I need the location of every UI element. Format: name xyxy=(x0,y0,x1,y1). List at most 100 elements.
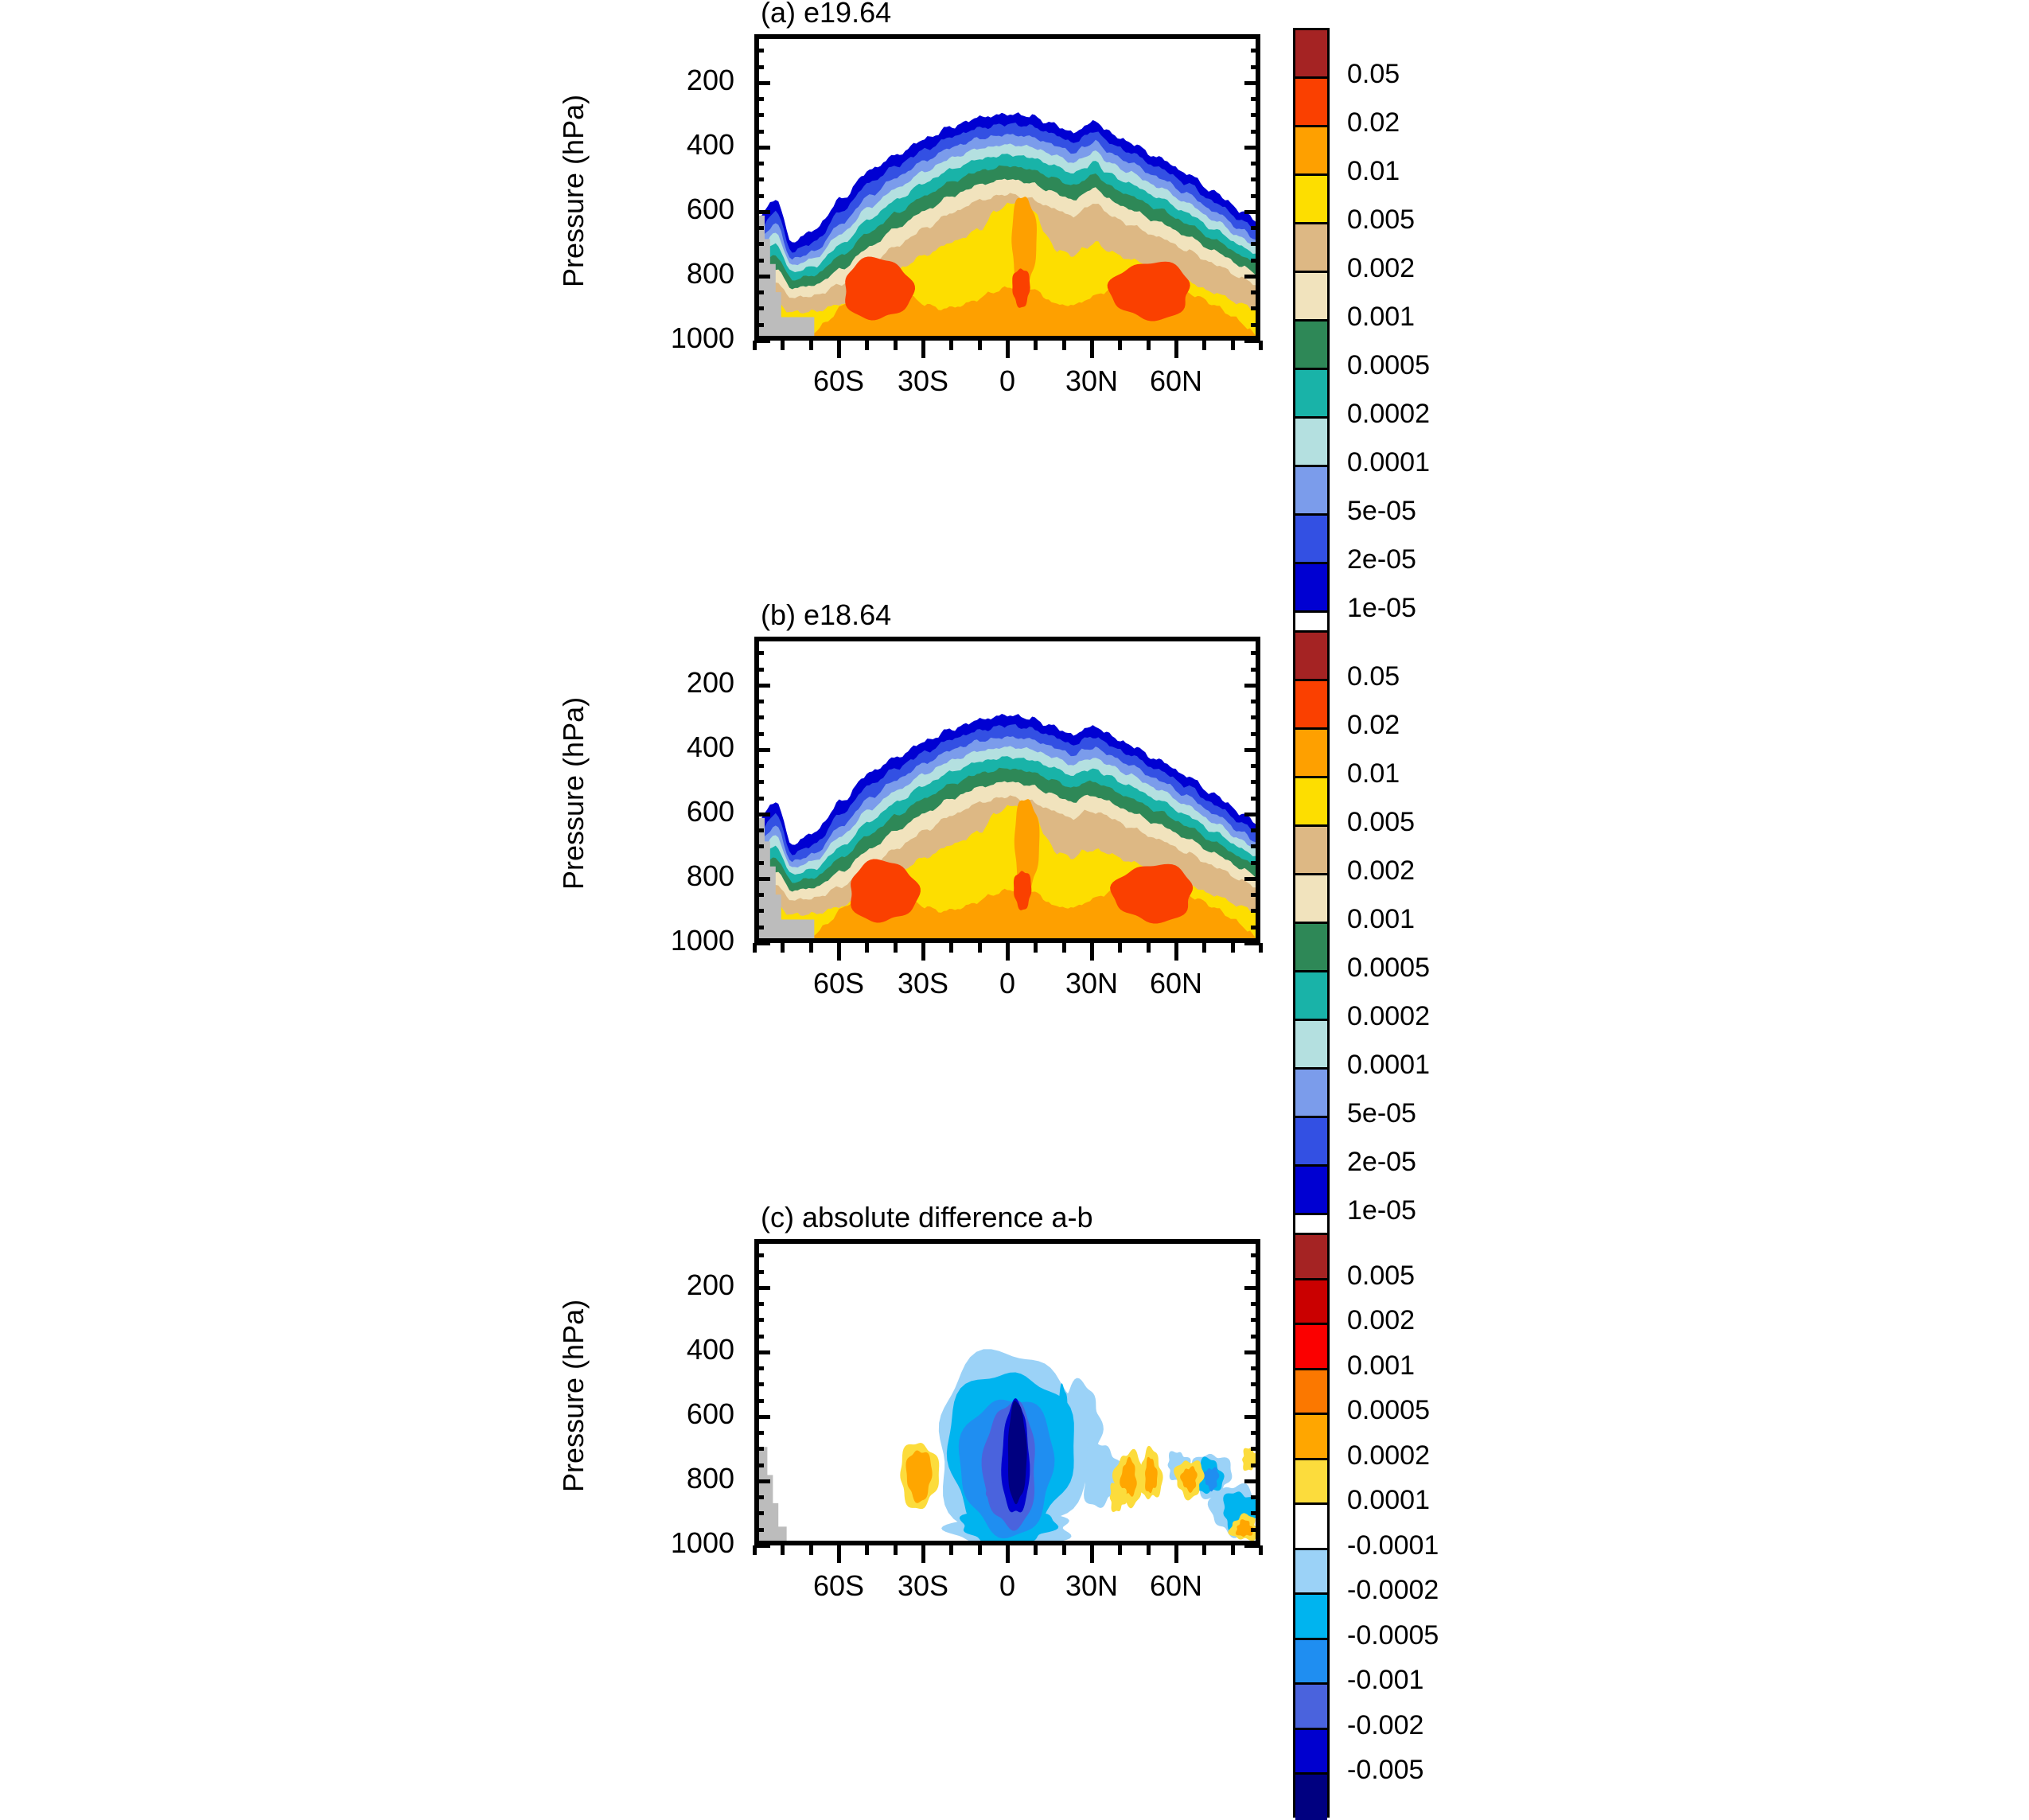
colorbar-tick-label: 0.005 xyxy=(1347,1260,1416,1291)
y-tick xyxy=(754,1334,764,1339)
y-tick-right xyxy=(1251,1334,1260,1339)
y-tick-right xyxy=(1251,177,1260,182)
x-tick xyxy=(1202,943,1207,953)
y-tick xyxy=(754,683,770,688)
y-tick-right xyxy=(1244,274,1260,279)
y-tick-right xyxy=(1251,731,1260,736)
y-tick xyxy=(754,193,764,198)
contour-band xyxy=(845,256,916,321)
colorbar-tick-label: 0.0005 xyxy=(1347,953,1430,983)
contour-band xyxy=(1180,1466,1198,1493)
y-tick-right xyxy=(1244,747,1260,752)
x-tick xyxy=(1034,1545,1038,1555)
colorbar-swatch xyxy=(1295,875,1327,924)
y-tick xyxy=(754,177,764,182)
x-tick xyxy=(1006,341,1010,358)
x-tick xyxy=(921,341,925,358)
plot-area-b xyxy=(754,637,1260,943)
y-tick xyxy=(754,731,764,736)
colorbar-swatch xyxy=(1295,1070,1327,1118)
colorbar-b xyxy=(1293,630,1330,1264)
colorbar-swatch xyxy=(1295,827,1327,875)
y-tick-right xyxy=(1251,1269,1260,1274)
y-tick xyxy=(754,876,770,881)
y-tick-right xyxy=(1244,1479,1260,1483)
x-tick xyxy=(977,1545,982,1555)
y-tick xyxy=(754,322,764,327)
y-tick-right xyxy=(1251,780,1260,785)
y-tick-right xyxy=(1251,1382,1260,1387)
y-tick-label: 800 xyxy=(686,256,734,290)
y-tick-right xyxy=(1251,651,1260,656)
contour-band xyxy=(1013,871,1032,910)
y-tick-right xyxy=(1244,209,1260,214)
contour-fill-c xyxy=(759,1349,1256,1541)
y-tick-right xyxy=(1251,322,1260,327)
y-tick xyxy=(754,780,764,785)
x-tick xyxy=(753,943,757,953)
y-tick xyxy=(754,242,764,247)
y-tick-right xyxy=(1251,1463,1260,1467)
y-tick-right xyxy=(1251,1495,1260,1500)
colorbar-swatch xyxy=(1295,30,1327,79)
y-tick xyxy=(754,226,764,231)
x-tick xyxy=(781,341,785,350)
contour-canvas-a xyxy=(759,39,1256,336)
colorbar-swatch xyxy=(1295,1370,1327,1415)
x-tick xyxy=(1202,341,1207,350)
colorbar-tick-label: 0.0002 xyxy=(1347,1440,1430,1471)
y-tick xyxy=(754,764,764,769)
colorbar-swatch xyxy=(1295,1685,1327,1730)
x-tick xyxy=(808,943,813,953)
panel-title-c: (c) absolute difference a-b xyxy=(761,1201,1093,1233)
y-tick-right xyxy=(1244,1544,1260,1548)
colorbar-tick-label: 0.0001 xyxy=(1347,447,1430,477)
x-tick xyxy=(1259,1545,1263,1555)
colorbar-tick-label: 1e-05 xyxy=(1347,593,1416,623)
colorbar-swatch xyxy=(1295,1021,1327,1070)
colorbar-tick-label: 0.01 xyxy=(1347,758,1400,789)
colorbar-swatch xyxy=(1295,1235,1327,1280)
colorbar-swatch xyxy=(1295,1325,1327,1370)
y-tick-right xyxy=(1251,97,1260,102)
y-tick-label: 400 xyxy=(686,730,734,763)
colorbar-tick-label: -0.005 xyxy=(1347,1755,1424,1785)
y-tick-label: 800 xyxy=(686,859,734,892)
colorbar-swatch xyxy=(1295,681,1327,730)
contour-band xyxy=(1120,1456,1137,1497)
colorbar-swatch xyxy=(1295,322,1327,370)
y-tick-right xyxy=(1251,764,1260,769)
y-tick xyxy=(754,828,764,833)
colorbar-tick-label: 0.05 xyxy=(1347,59,1400,89)
contour-band xyxy=(985,1477,1006,1507)
colorbar-swatch xyxy=(1295,273,1327,322)
colorbar-tick-label: 2e-05 xyxy=(1347,1147,1416,1177)
x-tick xyxy=(865,341,870,350)
y-tick xyxy=(754,1269,764,1274)
colorbar-swatch xyxy=(1295,1460,1327,1505)
y-tick-right xyxy=(1251,1366,1260,1371)
y-tick-right xyxy=(1251,667,1260,672)
x-tick-label: 30N xyxy=(1065,364,1119,397)
y-tick-right xyxy=(1251,1511,1260,1516)
topography-mask xyxy=(759,817,815,938)
colorbar-swatch xyxy=(1295,1118,1327,1167)
y-tick xyxy=(754,1511,764,1516)
colorbar-swatch xyxy=(1295,730,1327,778)
y-tick-right xyxy=(1251,226,1260,231)
y-tick-right xyxy=(1244,812,1260,816)
colorbar-tick-label: 0.001 xyxy=(1347,1350,1416,1381)
contour-fill-a xyxy=(759,112,1256,336)
y-tick-right xyxy=(1251,290,1260,295)
colorbar-swatch xyxy=(1295,1415,1327,1460)
y-tick xyxy=(754,796,764,801)
colorbar-tick-label: 0.002 xyxy=(1347,855,1416,886)
colorbar-swatch xyxy=(1295,1167,1327,1215)
y-tick-right xyxy=(1251,242,1260,247)
x-tick-label: 30S xyxy=(897,967,949,1000)
y-tick xyxy=(754,1302,764,1307)
y-tick-right xyxy=(1244,1285,1260,1290)
x-tick xyxy=(1259,943,1263,953)
